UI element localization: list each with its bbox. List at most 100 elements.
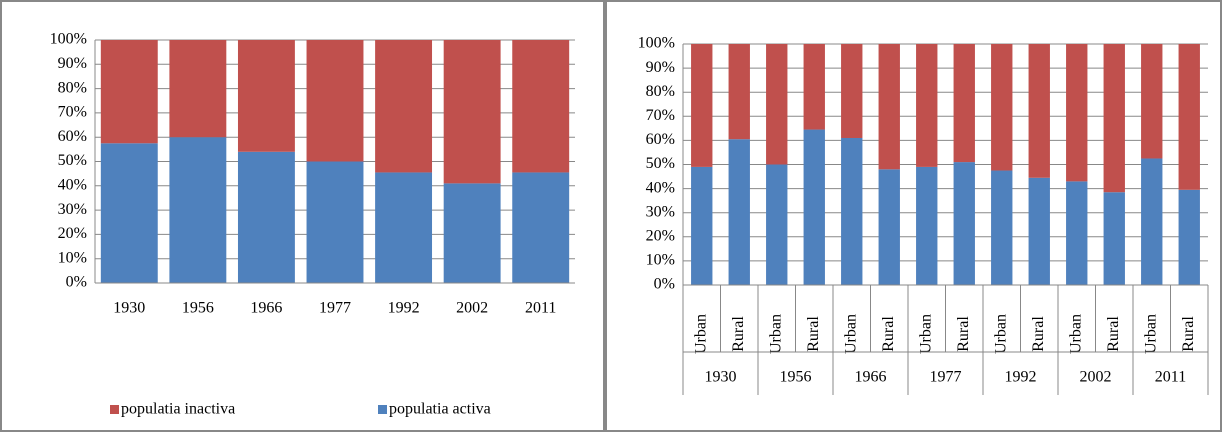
x-tick-label: 1992 [388, 300, 420, 317]
bar-segment [169, 137, 227, 283]
y-tick-label: 30% [58, 201, 87, 218]
bar-segment [841, 44, 863, 138]
x-tick-label: 2002 [456, 300, 488, 317]
x-tick-label: Rural [730, 316, 747, 352]
x-tick-label: Rural [1105, 316, 1122, 352]
x-tick-label: Urban [692, 314, 709, 354]
group-label: 1956 [780, 369, 812, 386]
x-tick-label: Rural [880, 316, 897, 352]
y-tick-label: 20% [58, 225, 87, 242]
group-label: 1966 [855, 369, 887, 386]
y-tick-label: 70% [646, 107, 675, 124]
bar-segment [1141, 158, 1163, 285]
y-tick-label: 0% [654, 276, 675, 293]
bar-segment [691, 166, 713, 285]
bar-segment [443, 183, 501, 283]
x-tick-label: Rural [955, 316, 972, 352]
bar-segment [237, 151, 295, 283]
left-panel-border [0, 0, 605, 432]
legend-label: populatia inactiva [121, 401, 235, 418]
group-label: 1977 [930, 369, 962, 386]
bar-segment [1028, 44, 1050, 178]
bar-segment [1028, 177, 1050, 285]
legend-swatch [378, 405, 387, 414]
bar-segment [878, 169, 900, 285]
bar-segment [691, 44, 713, 167]
right-panel-border [605, 0, 1222, 432]
x-tick-label: Urban [1142, 314, 1159, 354]
bar-segment [512, 40, 570, 173]
bar-segment [1141, 44, 1163, 159]
bar-segment [1103, 192, 1125, 285]
bar-segment [728, 44, 750, 140]
x-tick-label: Urban [992, 314, 1009, 354]
bar-segment [100, 143, 158, 283]
y-tick-label: 20% [646, 227, 675, 244]
y-tick-label: 80% [58, 79, 87, 96]
y-tick-label: 40% [646, 179, 675, 196]
x-tick-label: Urban [767, 314, 784, 354]
x-tick-label: Urban [917, 314, 934, 354]
legend-swatch [110, 405, 119, 414]
y-tick-label: 60% [646, 131, 675, 148]
bar-segment [766, 164, 788, 285]
bar-segment [916, 44, 938, 167]
group-label: 2002 [1080, 369, 1112, 386]
bar-segment [306, 40, 364, 162]
x-tick-label: Urban [1067, 314, 1084, 354]
bar-segment [306, 161, 364, 283]
group-label: 1930 [705, 369, 737, 386]
y-tick-label: 10% [646, 252, 675, 269]
y-tick-label: 60% [58, 128, 87, 145]
x-tick-label: 1977 [319, 300, 351, 317]
bar-segment [841, 137, 863, 285]
bar-segment [169, 40, 227, 138]
y-tick-label: 40% [58, 176, 87, 193]
bar-segment [100, 40, 158, 144]
x-tick-label: Rural [805, 316, 822, 352]
bar-segment [512, 172, 570, 283]
bar-segment [1178, 44, 1200, 190]
bar-segment [443, 40, 501, 184]
y-tick-label: 10% [58, 249, 87, 266]
y-tick-label: 30% [646, 203, 675, 220]
bar-segment [1066, 44, 1088, 182]
x-tick-label: Rural [1180, 316, 1197, 352]
bar-segment [953, 44, 975, 163]
bar-segment [1103, 44, 1125, 193]
bar-segment [803, 44, 825, 130]
y-tick-label: 90% [58, 55, 87, 72]
legend-label: populatia activa [389, 401, 491, 418]
x-tick-label: 1930 [113, 300, 145, 317]
bar-segment [375, 172, 433, 283]
y-tick-label: 70% [58, 104, 87, 121]
x-tick-label: 1956 [182, 300, 214, 317]
bar-segment [991, 44, 1013, 171]
bar-segment [237, 40, 295, 152]
bar-segment [878, 44, 900, 170]
bar-segment [953, 162, 975, 285]
y-tick-label: 50% [646, 155, 675, 172]
bar-segment [728, 139, 750, 285]
y-tick-label: 0% [66, 274, 87, 291]
x-tick-label: Urban [842, 314, 859, 354]
group-label: 2011 [1155, 369, 1186, 386]
bar-segment [991, 170, 1013, 285]
bar-segment [766, 44, 788, 165]
bar-segment [375, 40, 433, 173]
y-tick-label: 50% [58, 152, 87, 169]
bar-segment [1066, 181, 1088, 285]
x-tick-label: 1966 [250, 300, 282, 317]
bar-segment [916, 166, 938, 285]
y-tick-label: 100% [50, 31, 87, 48]
y-tick-label: 80% [646, 83, 675, 100]
bar-segment [1178, 189, 1200, 285]
y-tick-label: 90% [646, 59, 675, 76]
bar-segment [803, 129, 825, 285]
group-label: 1992 [1005, 369, 1037, 386]
x-tick-label: 2011 [525, 300, 556, 317]
y-tick-label: 100% [638, 35, 675, 52]
x-tick-label: Rural [1030, 316, 1047, 352]
